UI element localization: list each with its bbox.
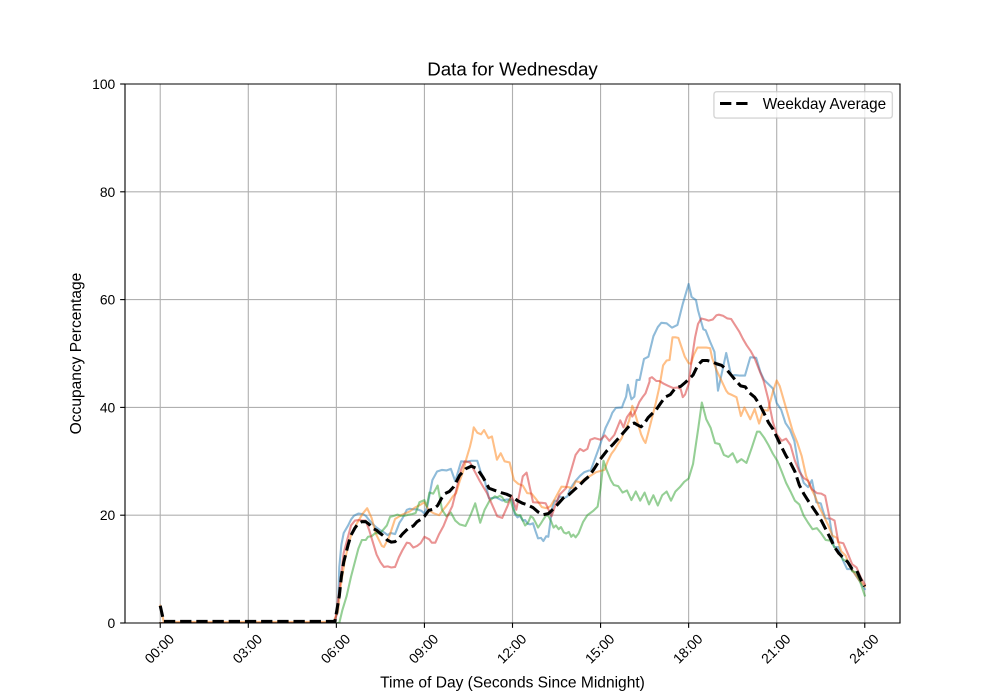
svg-text:20: 20 [100, 507, 116, 523]
svg-text:100: 100 [92, 76, 115, 92]
svg-text:Occupancy Percentage: Occupancy Percentage [68, 273, 85, 435]
svg-text:0: 0 [108, 615, 116, 631]
svg-text:60: 60 [100, 292, 116, 308]
svg-text:40: 40 [100, 399, 116, 415]
svg-text:80: 80 [100, 184, 116, 200]
svg-text:Weekday Average: Weekday Average [763, 96, 886, 113]
svg-text:Time of Day (Seconds Since Mid: Time of Day (Seconds Since Midnight) [380, 674, 645, 691]
svg-text:Data for Wednesday: Data for Wednesday [427, 59, 598, 80]
